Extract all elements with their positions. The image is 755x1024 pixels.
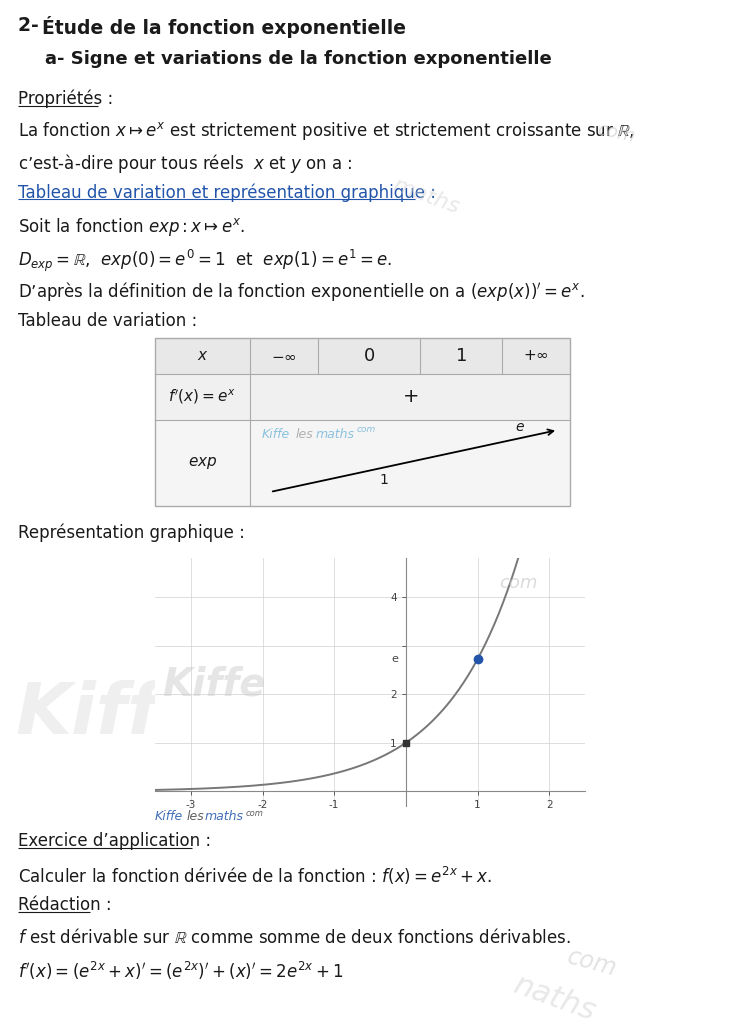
- Text: maths: maths: [390, 175, 462, 218]
- Text: $f'(x) = e^x$: $f'(x) = e^x$: [168, 388, 236, 407]
- Text: Rédaction :: Rédaction :: [18, 896, 112, 914]
- Text: les: les: [296, 428, 314, 441]
- Text: com: com: [246, 809, 264, 818]
- Text: c’est-à-dire pour tous réels  $x$ et $y$ on a :: c’est-à-dire pour tous réels $x$ et $y$ …: [18, 152, 353, 175]
- Text: $+\infty$: $+\infty$: [523, 348, 549, 364]
- Text: Tableau de variation et représentation graphique :: Tableau de variation et représentation g…: [18, 183, 436, 202]
- Bar: [155, 338, 570, 374]
- Text: maths: maths: [316, 428, 355, 441]
- Text: maths: maths: [205, 810, 244, 823]
- Text: Propriétés :: Propriétés :: [18, 90, 113, 109]
- Text: com: com: [499, 574, 538, 592]
- Text: com: com: [595, 120, 636, 145]
- Text: Représentation graphique :: Représentation graphique :: [18, 524, 245, 543]
- Text: $f'(x) = (e^{2x} + x)' = (e^{2x})' + (x)' = 2e^{2x} + 1$: $f'(x) = (e^{2x} + x)' = (e^{2x})' + (x)…: [18, 961, 344, 982]
- Bar: [155, 338, 570, 506]
- Text: com: com: [357, 425, 376, 434]
- Text: com: com: [565, 945, 620, 981]
- Text: $1$: $1$: [455, 347, 467, 365]
- Text: $0$: $0$: [363, 347, 375, 365]
- Text: a- Signe et variations de la fonction exponentielle: a- Signe et variations de la fonction ex…: [45, 50, 552, 68]
- Text: Kiffe: Kiffe: [155, 810, 183, 823]
- Text: $x$: $x$: [197, 348, 208, 364]
- Text: $+$: $+$: [402, 387, 418, 407]
- Text: Exercice d’application :: Exercice d’application :: [18, 831, 211, 850]
- Text: D’après la définition de la fonction exponentielle on a $(exp(x))' = e^x$.: D’après la définition de la fonction exp…: [18, 280, 585, 303]
- Bar: [155, 420, 570, 506]
- Text: Soit la fonction $exp: x \mapsto e^x$.: Soit la fonction $exp: x \mapsto e^x$.: [18, 216, 245, 238]
- Text: $D_{exp} = \mathbb{R}$,  $exp(0) = e^0 = 1$  et  $exp(1) = e^1 = e$.: $D_{exp} = \mathbb{R}$, $exp(0) = e^0 = …: [18, 248, 393, 274]
- Text: 2-: 2-: [18, 16, 52, 35]
- Text: $e$: $e$: [515, 420, 525, 434]
- Text: Étude de la fonction exponentielle: Étude de la fonction exponentielle: [42, 16, 406, 38]
- Text: Kiffe: Kiffe: [262, 428, 290, 441]
- Text: $-\infty$: $-\infty$: [271, 348, 297, 364]
- Text: $f$ est dérivable sur $\mathbb{R}$ comme somme de deux fonctions dérivables.: $f$ est dérivable sur $\mathbb{R}$ comme…: [18, 928, 571, 947]
- Text: les: les: [187, 810, 205, 823]
- Text: La fonction $x \mapsto e^x$ est strictement positive et strictement croissante s: La fonction $x \mapsto e^x$ est strictem…: [18, 120, 635, 142]
- Text: Calculer la fonction dérivée de la fonction : $f(x) = e^{2x} + x$.: Calculer la fonction dérivée de la fonct…: [18, 865, 492, 887]
- Text: $1$: $1$: [379, 473, 389, 487]
- Text: naths: naths: [510, 970, 600, 1024]
- Text: Kiffe: Kiffe: [15, 680, 208, 749]
- Text: e: e: [392, 654, 399, 665]
- Text: $exp$: $exp$: [188, 455, 217, 471]
- Text: Kiffe: Kiffe: [162, 666, 266, 703]
- Text: Tableau de variation :: Tableau de variation :: [18, 312, 197, 330]
- Bar: [155, 374, 570, 420]
